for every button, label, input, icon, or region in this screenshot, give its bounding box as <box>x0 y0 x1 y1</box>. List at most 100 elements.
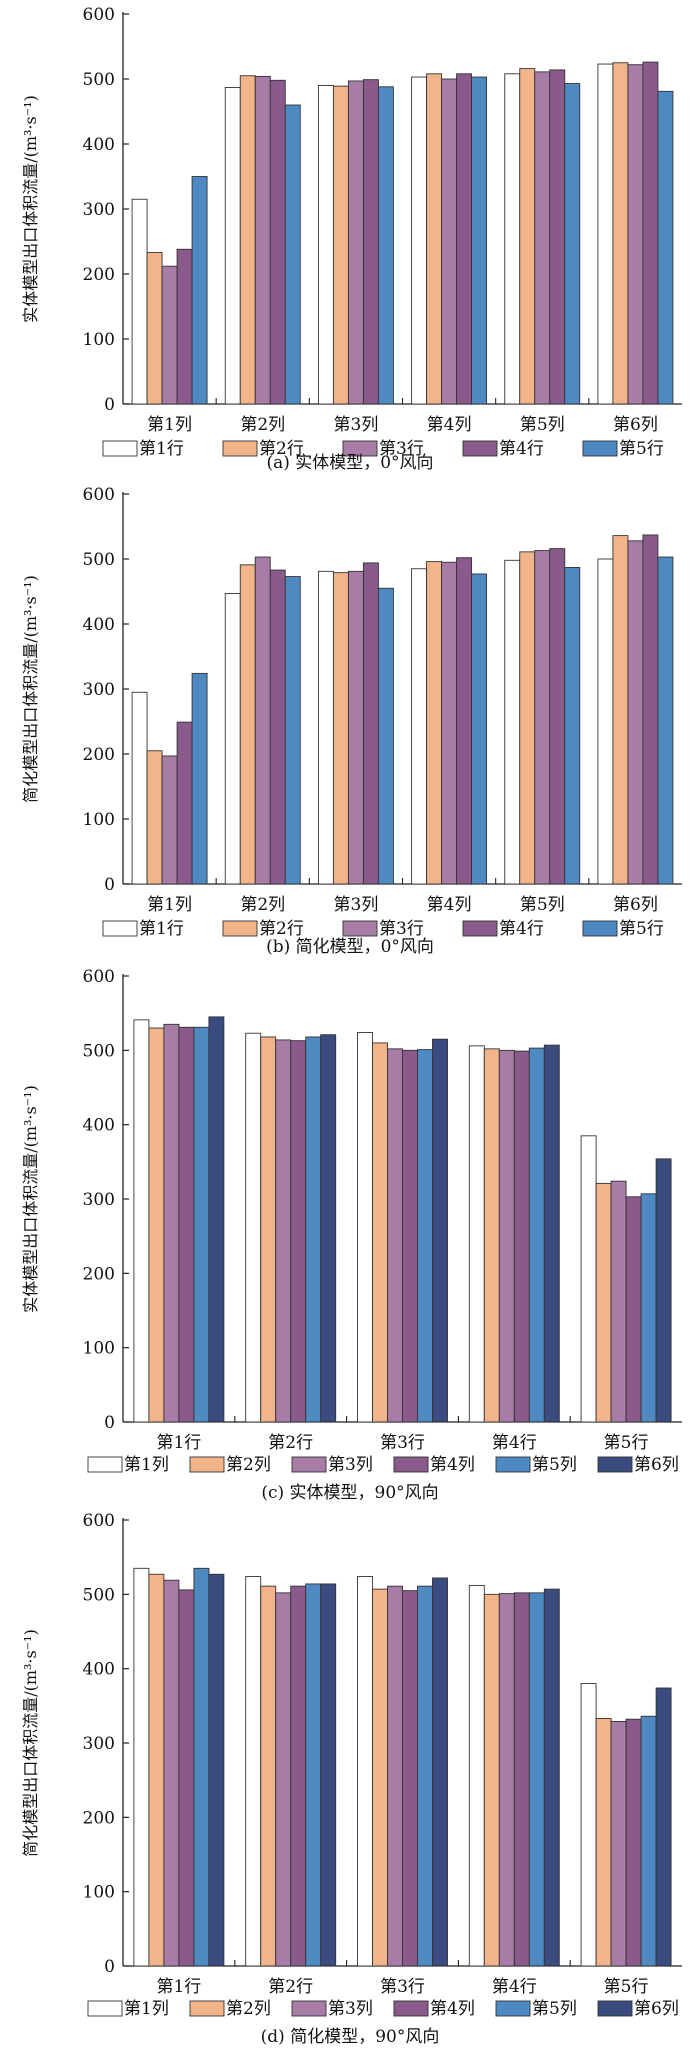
bar <box>612 535 629 885</box>
category-label: 第1行 <box>156 1977 201 1997</box>
legend-swatch <box>495 2000 531 2017</box>
bar <box>417 1585 433 1967</box>
category-label: 第2行 <box>268 1977 313 1997</box>
bar <box>564 566 581 885</box>
category-label: 第4列 <box>427 895 472 915</box>
bar <box>148 1027 165 1423</box>
bar <box>426 73 443 405</box>
bar <box>612 62 629 405</box>
bar <box>625 1718 642 1967</box>
bar <box>504 73 521 405</box>
bar <box>163 1579 180 1967</box>
bar <box>260 1585 277 1967</box>
bar <box>655 1687 672 1967</box>
bar <box>640 1715 657 1967</box>
y-tick-label: 500 <box>83 70 115 90</box>
bar <box>519 68 536 405</box>
bar <box>411 568 428 885</box>
bar <box>332 85 349 405</box>
caption-b: (b) 简化模型，0°风向 <box>266 937 434 957</box>
bar <box>657 90 674 405</box>
category-label: 第4行 <box>492 1977 537 1997</box>
legend-label: 第5行 <box>619 439 664 459</box>
legend-label: 第4行 <box>499 919 544 939</box>
y-tick-label: 200 <box>83 265 115 285</box>
bar <box>534 71 551 405</box>
bar <box>441 78 458 405</box>
y-tick-label: 400 <box>83 1660 115 1680</box>
y-axis-label: 实体模型出口体积流量/(m³·s⁻¹) <box>21 1085 40 1313</box>
caption-d: (d) 简化模型，90°风向 <box>260 2027 440 2047</box>
y-tick-label: 600 <box>83 1511 115 1531</box>
y-axis-label: 实体模型出口体积流量/(m³·s⁻¹) <box>21 95 40 323</box>
y-tick-label: 0 <box>104 1413 115 1433</box>
bar <box>595 1718 612 1967</box>
legend-swatch <box>222 440 258 457</box>
legend-swatch <box>495 1456 531 1473</box>
bar <box>468 1584 485 1967</box>
bar <box>245 1576 262 1967</box>
category-label: 第4列 <box>427 415 472 435</box>
category-label: 第5列 <box>520 895 565 915</box>
legend-swatch <box>102 920 138 937</box>
category-label: 第5行 <box>604 1433 649 1453</box>
legend-label: 第2列 <box>226 1455 271 1475</box>
bar <box>357 1032 373 1423</box>
bar <box>193 1567 210 1967</box>
bar <box>362 562 379 885</box>
bar <box>163 1023 180 1423</box>
bar <box>305 1583 322 1967</box>
caption-c: (c) 实体模型，90°风向 <box>261 1483 439 1503</box>
legend-label: 第5列 <box>532 1999 577 2019</box>
legend-swatch <box>462 440 498 457</box>
legend-swatch <box>582 920 618 937</box>
bar <box>269 79 286 405</box>
bar <box>597 558 614 885</box>
bar <box>483 1593 500 1967</box>
y-tick-label: 0 <box>104 875 115 895</box>
category-label: 第5行 <box>604 1977 649 1997</box>
legend-swatch <box>342 440 378 457</box>
bar <box>372 1588 388 1967</box>
bar <box>191 672 208 885</box>
bar <box>224 86 241 405</box>
bar <box>178 1026 195 1423</box>
bar <box>597 63 614 405</box>
y-tick-label: 300 <box>83 1734 115 1754</box>
caption-a: (a) 实体模型，0°风向 <box>266 453 434 473</box>
bar <box>208 1573 225 1967</box>
bar <box>402 1590 418 1967</box>
bar <box>543 1588 560 1967</box>
bar <box>657 556 674 885</box>
legend-label: 第2行 <box>259 439 304 459</box>
bar <box>432 1577 448 1967</box>
y-tick-label: 300 <box>83 680 115 700</box>
bar <box>519 551 536 885</box>
bar <box>245 1032 262 1423</box>
bar <box>627 64 644 405</box>
category-label: 第3列 <box>334 415 379 435</box>
legend-swatch <box>291 1456 327 1473</box>
bar <box>332 572 349 885</box>
legend-swatch <box>189 1456 225 1473</box>
y-tick-label: 400 <box>83 135 115 155</box>
bar <box>387 1048 403 1423</box>
bar <box>254 556 271 885</box>
bar <box>254 75 271 405</box>
legend-swatch <box>597 2000 633 2017</box>
y-tick-label: 200 <box>83 745 115 765</box>
y-tick-label: 100 <box>83 810 115 830</box>
bar <box>468 1045 485 1423</box>
bar <box>498 1593 515 1967</box>
legend-swatch <box>102 440 138 457</box>
bar <box>564 83 581 405</box>
bar <box>610 1180 627 1423</box>
chart-d: 简化模型出口体积流量/(m³·s⁻¹) 0 100 200 300 400 500 600 第1… <box>21 1511 682 2019</box>
bar <box>627 540 644 885</box>
legend-label: 第2行 <box>259 919 304 939</box>
bar <box>239 564 256 885</box>
legend-swatch <box>87 1456 123 1473</box>
legend-swatch <box>597 1456 633 1473</box>
y-tick-label: 100 <box>83 1883 115 1903</box>
legend-label: 第3行 <box>379 439 424 459</box>
